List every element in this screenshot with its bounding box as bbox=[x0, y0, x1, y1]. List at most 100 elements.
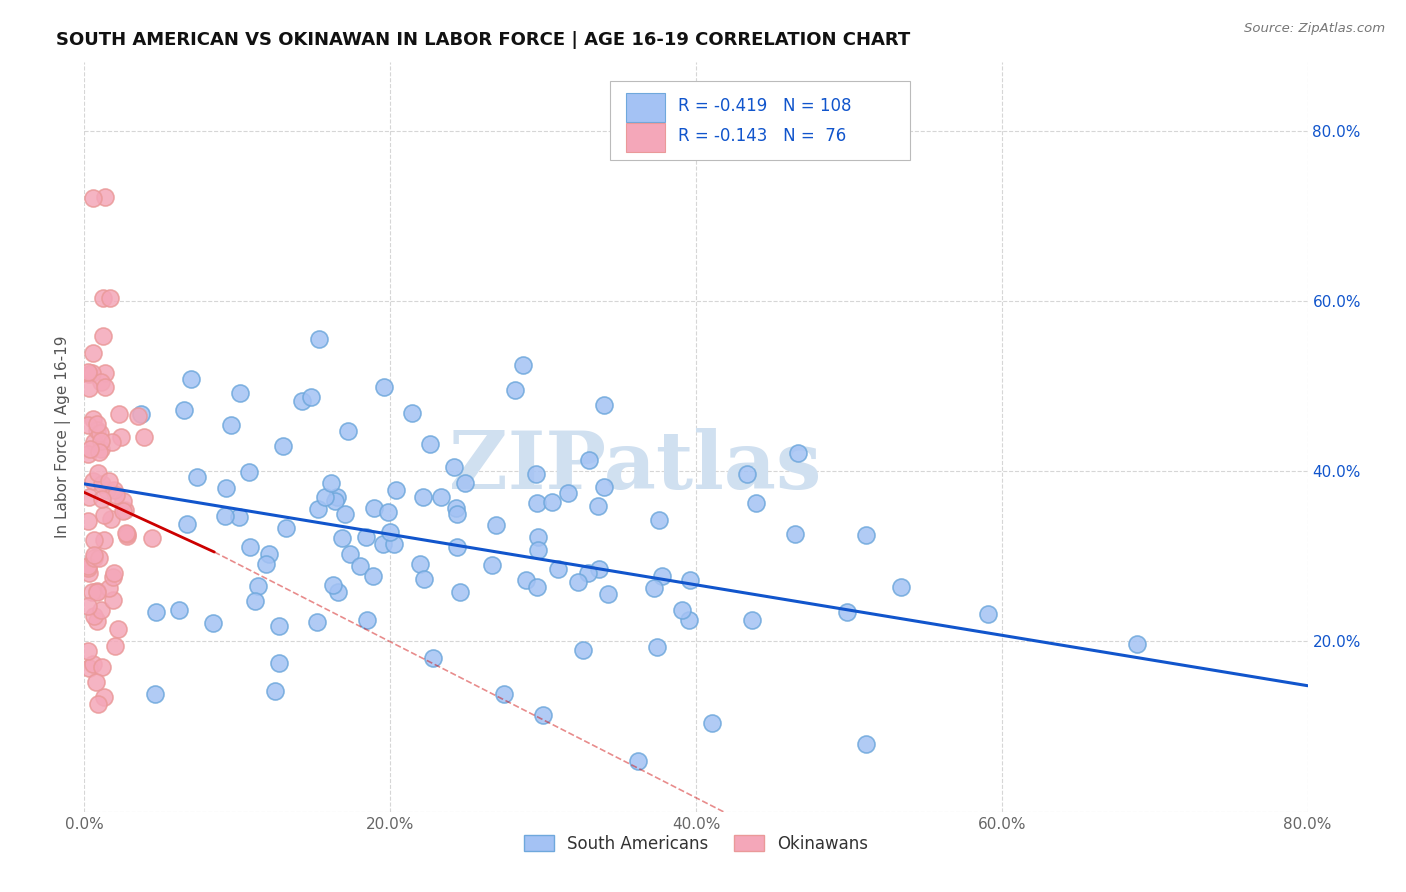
Point bbox=[115, 527, 138, 541]
Point bbox=[890, 581, 912, 595]
Point bbox=[547, 562, 569, 576]
Point bbox=[837, 605, 859, 619]
Point bbox=[576, 566, 599, 580]
Point bbox=[77, 381, 100, 395]
Point bbox=[385, 483, 408, 497]
Point bbox=[356, 613, 378, 627]
Point bbox=[363, 501, 385, 516]
Point bbox=[86, 423, 108, 437]
Point bbox=[377, 505, 399, 519]
Point bbox=[215, 481, 238, 495]
Point bbox=[111, 494, 134, 508]
Point bbox=[114, 502, 136, 516]
Point bbox=[485, 518, 508, 533]
Point bbox=[323, 494, 346, 508]
Legend: South Americans, Okinawans: South Americans, Okinawans bbox=[517, 829, 875, 860]
Point bbox=[77, 566, 100, 580]
Point bbox=[326, 585, 349, 599]
Point bbox=[134, 430, 156, 444]
Point bbox=[512, 358, 534, 372]
Point bbox=[110, 430, 132, 444]
Point bbox=[91, 329, 114, 343]
Point bbox=[308, 332, 330, 346]
Point bbox=[515, 573, 537, 587]
Point bbox=[112, 504, 135, 518]
Point bbox=[86, 584, 108, 599]
Point bbox=[103, 483, 125, 497]
Point bbox=[214, 508, 236, 523]
Point bbox=[77, 365, 100, 379]
Point bbox=[524, 467, 547, 481]
Point bbox=[593, 398, 616, 412]
Point bbox=[454, 476, 477, 491]
Point bbox=[186, 470, 208, 484]
Point bbox=[593, 480, 616, 494]
Point bbox=[107, 623, 129, 637]
Point bbox=[89, 426, 111, 441]
Point bbox=[115, 529, 138, 543]
Point bbox=[93, 690, 115, 704]
Point bbox=[77, 561, 100, 575]
Point bbox=[267, 619, 290, 633]
Point bbox=[307, 502, 329, 516]
Point bbox=[98, 581, 121, 595]
Point bbox=[77, 644, 100, 658]
Point bbox=[90, 603, 112, 617]
Point bbox=[855, 528, 877, 542]
Point bbox=[422, 651, 444, 665]
Point bbox=[527, 530, 550, 544]
Point bbox=[526, 580, 548, 594]
Point bbox=[299, 390, 322, 404]
Text: SOUTH AMERICAN VS OKINAWAN IN LABOR FORCE | AGE 16-19 CORRELATION CHART: SOUTH AMERICAN VS OKINAWAN IN LABOR FORC… bbox=[56, 31, 911, 49]
Point bbox=[527, 543, 550, 558]
Point bbox=[104, 639, 127, 653]
Point bbox=[596, 587, 619, 601]
Point bbox=[446, 507, 468, 521]
Point bbox=[382, 537, 405, 551]
Point bbox=[82, 474, 104, 488]
Point bbox=[337, 424, 360, 438]
Point bbox=[90, 376, 112, 390]
Point bbox=[80, 366, 103, 380]
Point bbox=[494, 687, 516, 701]
Point bbox=[86, 614, 108, 628]
Point bbox=[87, 551, 110, 566]
Point bbox=[307, 615, 329, 630]
Point bbox=[557, 486, 579, 500]
Point bbox=[93, 533, 115, 547]
Point bbox=[79, 442, 101, 457]
Point bbox=[76, 558, 98, 573]
Point bbox=[671, 602, 693, 616]
Point bbox=[219, 418, 242, 433]
Point bbox=[141, 532, 163, 546]
Point bbox=[90, 434, 112, 448]
Point bbox=[100, 511, 122, 525]
FancyBboxPatch shape bbox=[610, 81, 910, 160]
Y-axis label: In Labor Force | Age 16-19: In Labor Force | Age 16-19 bbox=[55, 335, 72, 539]
Point bbox=[82, 411, 104, 425]
Point bbox=[373, 380, 395, 394]
Point bbox=[855, 737, 877, 751]
Point bbox=[82, 657, 104, 671]
Point bbox=[678, 613, 700, 627]
Point bbox=[228, 509, 250, 524]
Point bbox=[786, 445, 808, 459]
Point bbox=[167, 603, 190, 617]
Point bbox=[76, 447, 98, 461]
Point bbox=[567, 574, 589, 589]
Point bbox=[243, 594, 266, 608]
Point bbox=[257, 547, 280, 561]
Point bbox=[129, 407, 152, 421]
Point bbox=[572, 642, 595, 657]
Point bbox=[173, 402, 195, 417]
Point bbox=[446, 541, 468, 555]
Point bbox=[91, 291, 114, 305]
Text: Source: ZipAtlas.com: Source: ZipAtlas.com bbox=[1244, 22, 1385, 36]
Point bbox=[378, 524, 401, 539]
Point bbox=[314, 491, 336, 505]
Point bbox=[276, 520, 298, 534]
Point bbox=[526, 496, 548, 510]
Point bbox=[578, 453, 600, 467]
Point bbox=[745, 496, 768, 510]
Point bbox=[91, 477, 114, 491]
